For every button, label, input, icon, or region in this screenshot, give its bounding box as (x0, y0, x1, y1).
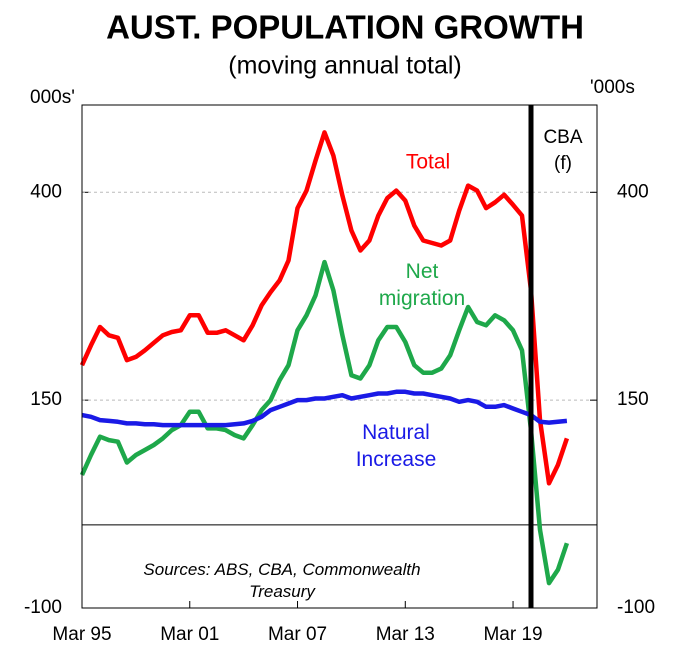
x-tick-label: Mar 13 (376, 624, 435, 645)
source-note: Sources: ABS, CBA, Commonwealth Treasury (143, 560, 420, 601)
series-label: Natural Increase (356, 421, 437, 471)
y2-tick-label: 150 (617, 389, 649, 410)
chart-title: AUST. POPULATION GROWTH (106, 9, 584, 46)
x-tick-label: Mar 19 (483, 624, 542, 645)
forecast-label: CBA (f) (543, 127, 582, 174)
y-axis-label: 000s' (30, 87, 75, 108)
y-tick-label: -100 (24, 597, 62, 618)
line-series (79, 130, 570, 486)
series-label: Net migration (379, 260, 465, 310)
plot-frame (81, 104, 598, 609)
y2-axis-label: '000s (590, 77, 635, 98)
line-series (81, 389, 568, 428)
series-label: Total (406, 151, 450, 174)
x-tick-label: Mar 95 (52, 624, 111, 645)
x-tick-label: Mar 07 (268, 624, 327, 645)
y-tick-label: 150 (30, 389, 62, 410)
x-tick-label: Mar 01 (160, 624, 219, 645)
y2-tick-label: 400 (617, 181, 649, 202)
chart-subtitle: (moving annual total) (228, 52, 461, 80)
y-tick-label: 400 (30, 181, 62, 202)
line-series (79, 259, 570, 586)
y2-tick-label: -100 (617, 597, 655, 618)
